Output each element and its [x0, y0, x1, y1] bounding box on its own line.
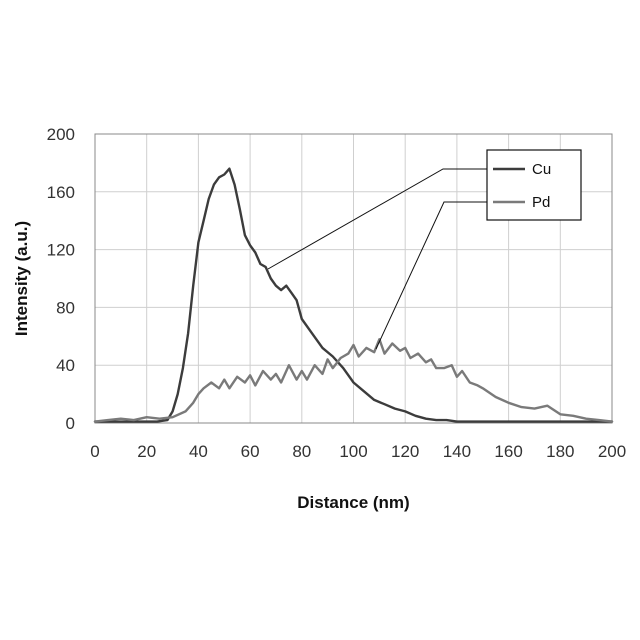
x-tick-label: 200 [598, 442, 626, 461]
legend-label-cu: Cu [532, 161, 551, 178]
x-tick-label: 160 [494, 442, 522, 461]
x-tick-label: 80 [292, 442, 311, 461]
y-tick-label: 160 [47, 183, 75, 202]
y-tick-label: 120 [47, 241, 75, 260]
y-axis-title: Intensity (a.u.) [12, 221, 31, 336]
y-tick-label: 80 [56, 298, 75, 317]
legend-leader-lines [268, 169, 487, 349]
x-axis-ticks: 0 20 40 60 80 100 120 140 160 180 200 [90, 442, 626, 461]
y-axis-ticks: 0 40 80 120 160 200 [47, 125, 75, 433]
x-tick-label: 140 [443, 442, 471, 461]
leader-line-pd [376, 202, 487, 349]
leader-line-cu [268, 169, 487, 269]
x-tick-label: 20 [137, 442, 156, 461]
x-tick-label: 100 [339, 442, 367, 461]
y-tick-label: 200 [47, 125, 75, 144]
y-tick-label: 0 [66, 414, 75, 433]
x-tick-label: 60 [241, 442, 260, 461]
legend-label-pd: Pd [532, 194, 550, 211]
x-tick-label: 180 [546, 442, 574, 461]
x-tick-label: 0 [90, 442, 99, 461]
x-axis-title: Distance (nm) [297, 493, 409, 512]
x-tick-label: 40 [189, 442, 208, 461]
x-tick-label: 120 [391, 442, 419, 461]
y-tick-label: 40 [56, 356, 75, 375]
legend: Cu Pd [487, 150, 581, 220]
